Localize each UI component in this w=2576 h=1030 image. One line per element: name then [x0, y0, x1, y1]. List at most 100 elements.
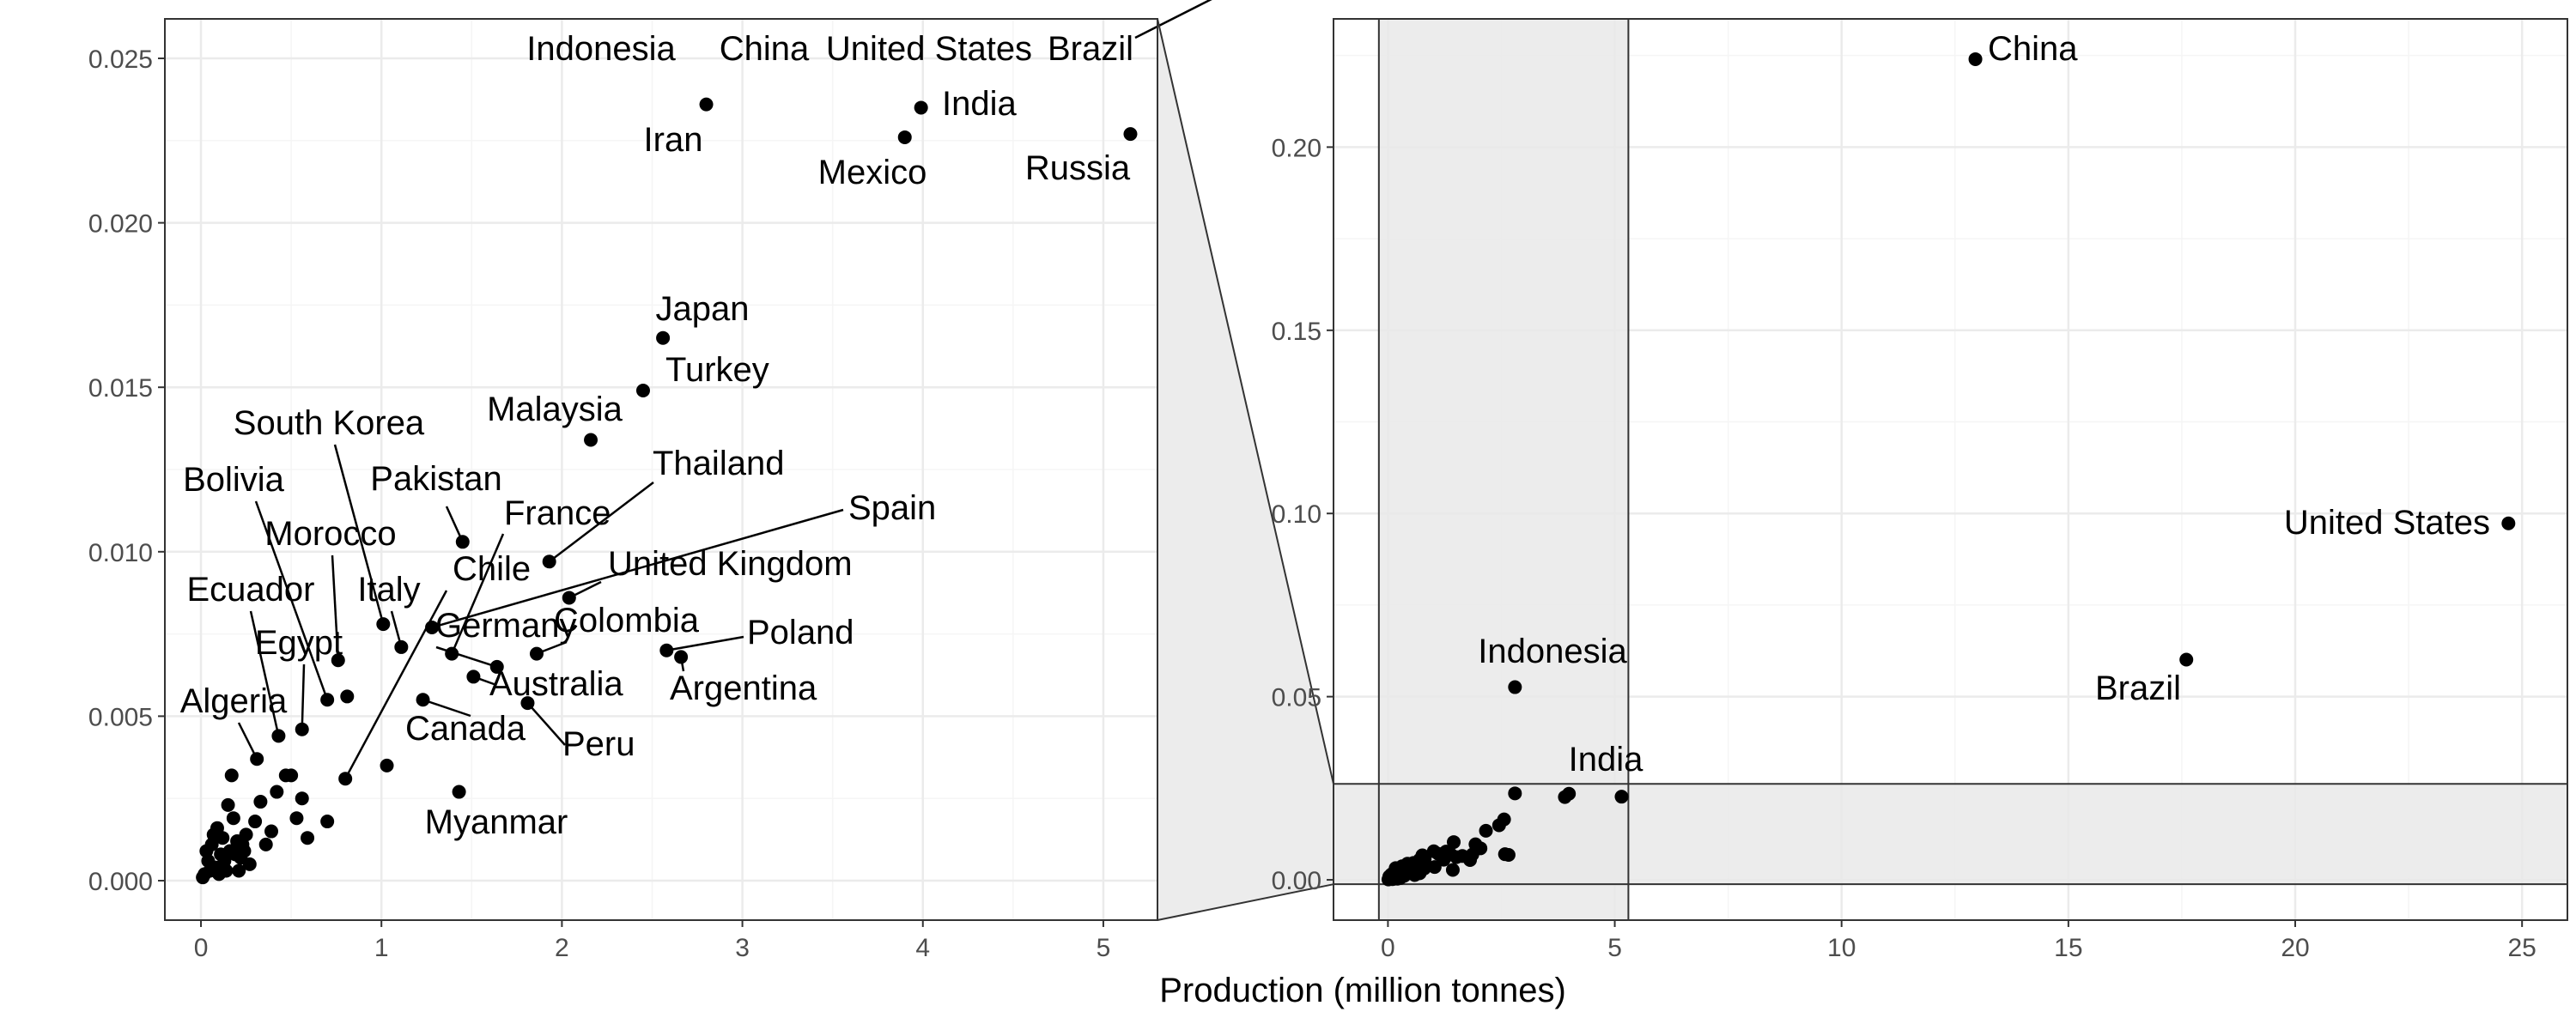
- label-argentina: Argentina: [670, 670, 817, 707]
- overview-x-tick-label: 15: [2054, 934, 2082, 962]
- main-y-tick-label: 0.025: [88, 45, 153, 74]
- zoom-connector-area: [1157, 19, 1334, 920]
- label-peru: Peru: [562, 725, 635, 763]
- overview-point-russia: [1614, 790, 1629, 804]
- overview-point-indonesia: [1508, 680, 1522, 694]
- overview-point: [1392, 869, 1406, 884]
- overview-y-tick-label: 0.15: [1272, 318, 1321, 346]
- label-morocco: Morocco: [264, 515, 396, 553]
- zoom-connector-line: [1157, 18, 1334, 785]
- overview-labels: China United States Brazil Indonesia India: [1478, 30, 2490, 779]
- point-india: [914, 100, 928, 115]
- point: [199, 844, 214, 858]
- overview-point-united-states: [2501, 516, 2516, 530]
- overview-x-tick-label: 10: [1827, 934, 1856, 962]
- overview-x-tick-label: 0: [1381, 934, 1395, 962]
- leader-argentina: [679, 657, 685, 672]
- leader-france: [451, 533, 505, 655]
- overview-y-axis: 0.00 0.05 0.10 0.15 0.20: [1272, 134, 1334, 895]
- overview-point-peru: [1463, 853, 1478, 867]
- label-france: France: [504, 494, 611, 532]
- label-poland: Poland: [747, 614, 854, 651]
- point: [289, 811, 304, 826]
- leader-poland: [666, 635, 744, 651]
- main-panel-border: [164, 18, 1158, 921]
- point: [270, 785, 284, 799]
- overview-point-brazil: [2179, 652, 2194, 667]
- leader-spain: [431, 508, 844, 629]
- overview-label-brazil: Brazil: [2095, 670, 2181, 707]
- main-y-tick-label: 0.000: [88, 868, 153, 896]
- overview-point-australia: [1449, 850, 1464, 864]
- main-x-tick-label: 5: [1097, 934, 1111, 962]
- label-malaysia: Malaysia: [487, 391, 623, 428]
- leader-thailand: [548, 482, 654, 563]
- clipped-label-brazil: Brazil: [1048, 30, 1133, 68]
- overview-label-china: China: [1988, 30, 2078, 68]
- zoom-band-horizontal: [1334, 784, 2567, 885]
- label-canada: Canada: [405, 710, 526, 748]
- overview-panel: China United States Brazil Indonesia India: [1334, 19, 2567, 920]
- point-russia: [1123, 127, 1138, 142]
- overview-point-iran: [1508, 786, 1522, 801]
- main-y-tick-label: 0.020: [88, 210, 153, 239]
- point: [221, 797, 235, 812]
- label-turkey: Turkey: [665, 351, 769, 389]
- leader-ecuador: [249, 610, 280, 736]
- label-india: India: [942, 85, 1017, 123]
- main-x-tick-label: 3: [735, 934, 750, 962]
- main-y-tick-label: 0.010: [88, 539, 153, 567]
- overview-x-tick-label: 20: [2281, 934, 2309, 962]
- point-iran: [699, 97, 714, 112]
- point: [320, 815, 335, 829]
- point-japan: [656, 330, 671, 345]
- overview-point-pakistan: [1447, 835, 1461, 850]
- overview-label-indonesia: Indonesia: [1478, 633, 1627, 670]
- point: [340, 689, 355, 704]
- main-y-tick-label: 0.015: [88, 374, 153, 403]
- x-axis-title: Production (million tonnes): [1159, 972, 1566, 1009]
- label-thailand: Thailand: [653, 445, 784, 482]
- leader-south-korea: [333, 444, 385, 625]
- overview-point-malaysia: [1479, 823, 1493, 838]
- overview-zoom-shade: [1334, 19, 2567, 920]
- overview-x-tick-label: 5: [1607, 934, 1622, 962]
- label-algeria: Algeria: [180, 682, 288, 720]
- leader-canada: [422, 699, 471, 718]
- main-x-tick-label: 1: [374, 934, 389, 962]
- leader-australia: [472, 676, 497, 687]
- leader-colombia: [536, 640, 568, 655]
- point-turkey: [635, 384, 650, 398]
- label-iran: Iran: [644, 121, 703, 159]
- label-south-korea: South Korea: [234, 404, 425, 442]
- label-germany: Germany: [435, 607, 577, 645]
- label-egypt: Egypt: [255, 624, 343, 662]
- point-mexico: [897, 130, 912, 144]
- point: [226, 811, 240, 826]
- overview-y-tick-label: 0.20: [1272, 134, 1321, 162]
- label-colombia: Colombia: [554, 602, 700, 639]
- overview-point-mexico: [1558, 790, 1572, 804]
- label-united-kingdom: United Kingdom: [608, 545, 853, 583]
- point: [242, 857, 257, 871]
- point: [301, 831, 315, 845]
- leader-egypt: [301, 663, 306, 730]
- point: [264, 824, 279, 839]
- overview-point-myanmar: [1445, 863, 1460, 877]
- overview-point: [1418, 852, 1432, 867]
- label-chile: Chile: [453, 550, 531, 588]
- overview-point-china: [1968, 52, 1983, 66]
- label-pakistan: Pakistan: [370, 460, 501, 498]
- point: [237, 844, 252, 858]
- label-mexico: Mexico: [818, 154, 927, 191]
- main-panel-top-clip: [165, 0, 1157, 18]
- point: [284, 768, 299, 783]
- overview-x-tick-label: 25: [2507, 934, 2536, 962]
- clipped-label-indonesia: Indonesia: [526, 30, 676, 68]
- point-myanmar: [452, 785, 466, 799]
- label-japan: Japan: [656, 290, 750, 328]
- label-spain: Spain: [848, 489, 936, 527]
- point: [258, 837, 273, 851]
- point: [232, 863, 246, 878]
